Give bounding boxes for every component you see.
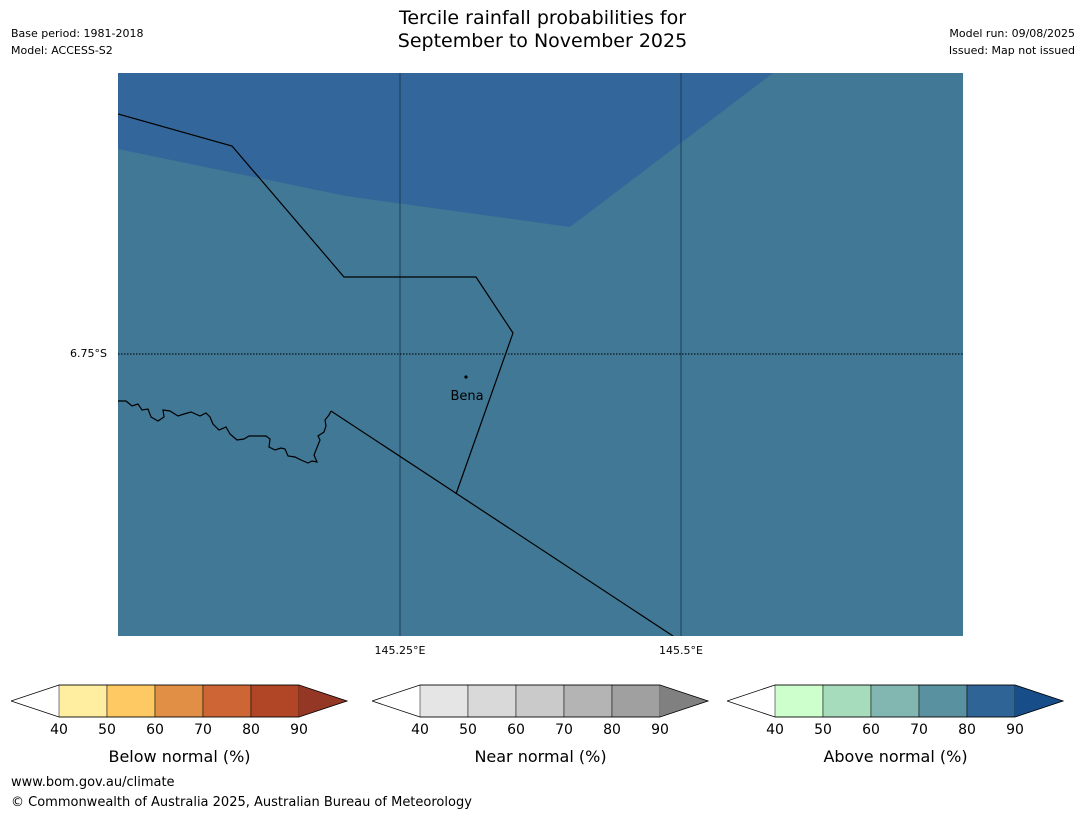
colorbar-segment (966, 684, 1016, 718)
colorbar-segment (58, 684, 108, 718)
tick-label: 80 (242, 722, 260, 738)
colorbar-segment (918, 684, 968, 718)
colorbar-extend-low (727, 685, 775, 717)
colorbar-extend-high (1015, 685, 1063, 717)
colorbar-segment (611, 684, 661, 718)
footer-copyright: © Commonwealth of Australia 2025, Austra… (11, 795, 472, 810)
colorbar-outline (725, 684, 1065, 718)
colorbar-segment (467, 684, 517, 718)
tick-label: 40 (766, 722, 784, 738)
colorbar-segment (563, 684, 613, 718)
tick-label: 90 (651, 722, 669, 738)
legend-label: Near normal (%) (474, 747, 607, 766)
colorbar-segment (202, 684, 252, 718)
tick-label: 80 (603, 722, 621, 738)
legend-near-normal: 40 50 60 70 80 90 Near normal (%) (370, 684, 710, 774)
colorbar-outline (9, 684, 349, 718)
page-title: Tercile rainfall probabilities for Septe… (0, 7, 1085, 53)
below-normal-colorbar (9, 684, 349, 718)
tick-label: 70 (194, 722, 212, 738)
lat-label: 6.75°S (70, 347, 107, 360)
province-boundary-south (330, 410, 674, 637)
near-normal-colorbar (370, 684, 710, 718)
lon-label-2: 145.5°E (659, 644, 703, 657)
above-normal-colorbar (725, 684, 1065, 718)
colorbar-segment (870, 684, 920, 718)
colorbar-segment (154, 684, 204, 718)
title-line-2: September to November 2025 (397, 30, 688, 52)
base-period: Base period: 1981-2018 (11, 27, 144, 40)
probability-map: Bena (117, 73, 963, 637)
tick-label: 80 (958, 722, 976, 738)
tick-label: 60 (507, 722, 525, 738)
tick-label: 40 (411, 722, 429, 738)
colorbar-segment (774, 684, 824, 718)
footer-url: www.bom.gov.au/climate (11, 775, 175, 790)
legend-label: Above normal (%) (823, 747, 968, 766)
colorbar-segment (106, 684, 156, 718)
model-name: Model: ACCESS-S2 (11, 44, 113, 57)
colorbar-extend-low (11, 685, 59, 717)
province-boundary (117, 113, 514, 495)
tick-label: 70 (910, 722, 928, 738)
tick-label: 70 (555, 722, 573, 738)
legend-below-normal: 40 50 60 70 80 90 Below normal (%) (9, 684, 349, 774)
tick-label: 60 (146, 722, 164, 738)
tick-label: 50 (459, 722, 477, 738)
tick-label: 40 (50, 722, 68, 738)
issued-status: Issued: Map not issued (948, 44, 1075, 57)
legend-above-normal: 40 50 60 70 80 90 Above normal (%) (725, 684, 1065, 774)
map-svg: Bena (117, 73, 963, 637)
tick-label: 50 (814, 722, 832, 738)
colorbar-extend-low (372, 685, 420, 717)
place-label-bena: Bena (450, 389, 483, 404)
tick-label: 60 (862, 722, 880, 738)
title-line-1: Tercile rainfall probabilities for (398, 7, 687, 29)
tick-label: 90 (290, 722, 308, 738)
legend-label: Below normal (%) (108, 747, 251, 766)
model-run: Model run: 09/08/2025 (949, 27, 1075, 40)
colorbar-extend-high (299, 685, 347, 717)
colorbar-outline (370, 684, 710, 718)
colorbar-segment (250, 684, 300, 718)
lon-label-1: 145.25°E (374, 644, 426, 657)
colorbar-segment (419, 684, 469, 718)
above-normal-80-90-fill (118, 73, 773, 227)
colorbar-extend-high (660, 685, 708, 717)
tick-label: 50 (98, 722, 116, 738)
bena-marker (464, 375, 468, 379)
coastline (118, 400, 332, 464)
colorbar-segment (822, 684, 872, 718)
colorbar-segment (515, 684, 565, 718)
tick-label: 90 (1006, 722, 1024, 738)
